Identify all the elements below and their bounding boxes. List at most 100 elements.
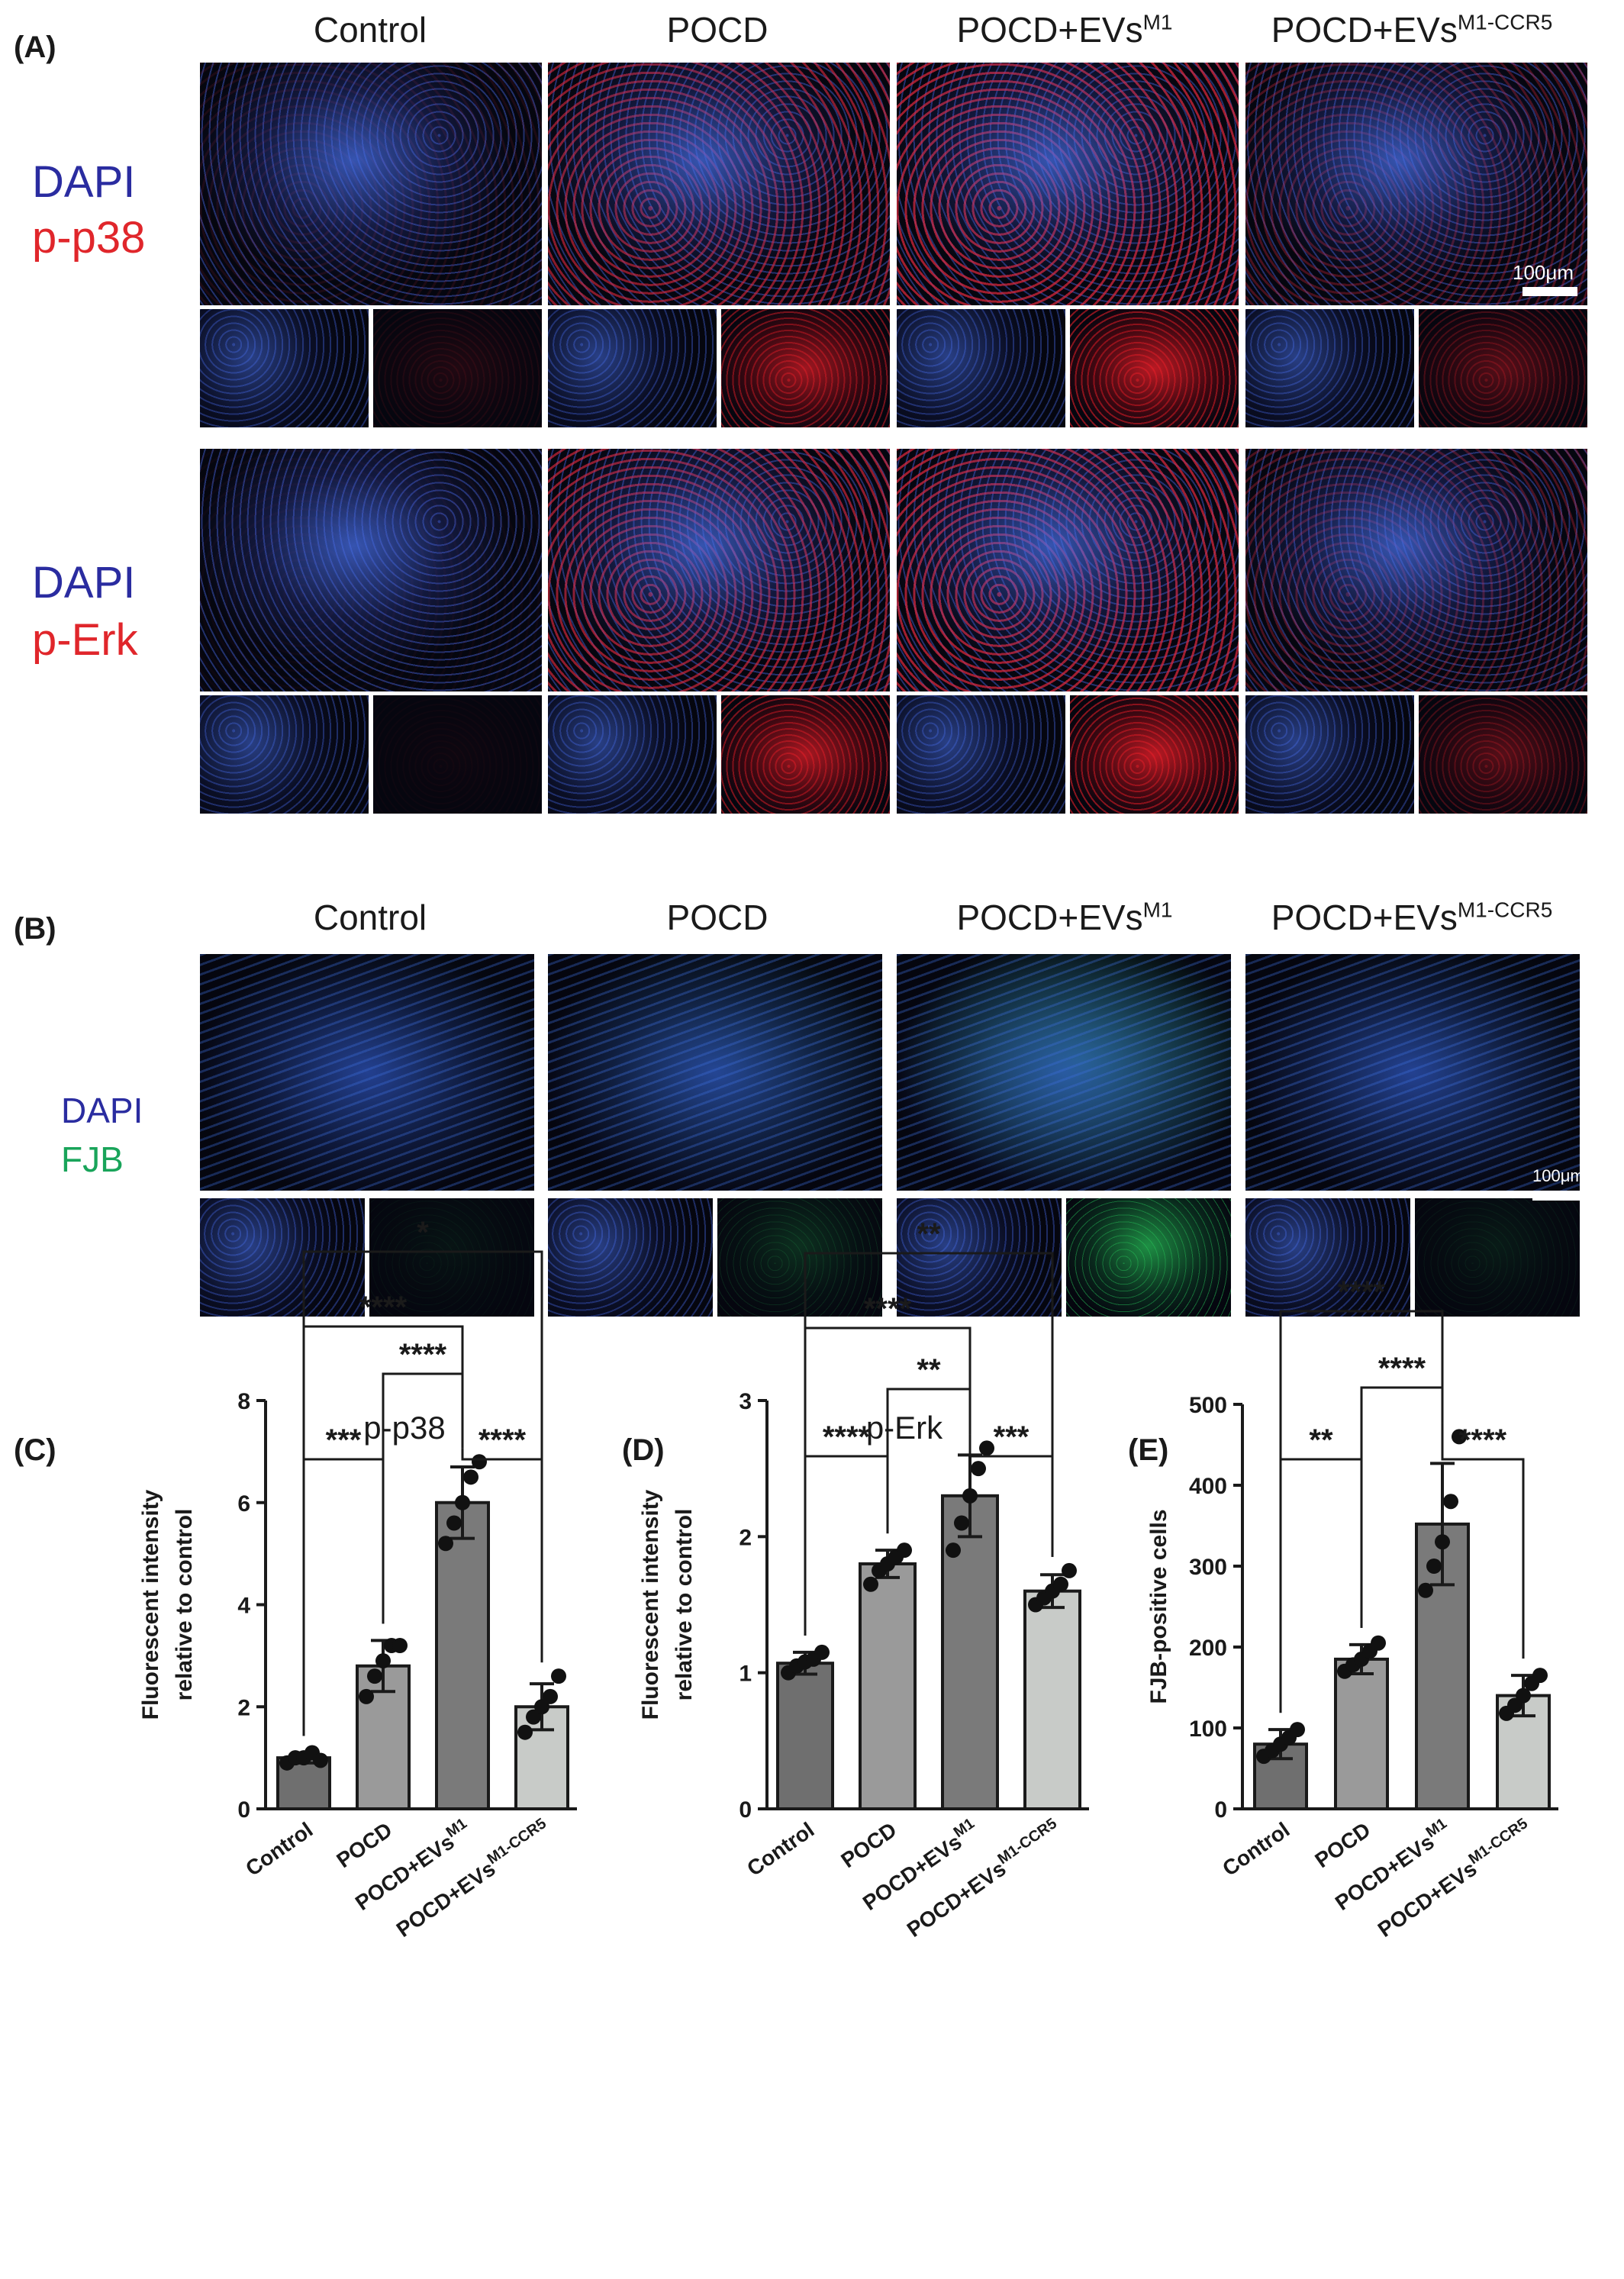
fjb-merge-image: [200, 954, 534, 1191]
perk-dapi-image: [548, 695, 717, 814]
y-tick-label: 8: [237, 1389, 250, 1414]
x-tick-label-superscript: M1-CCR5: [485, 1815, 549, 1868]
fjb-channel-image: [717, 1198, 882, 1317]
fjb-dapi-image: [200, 1198, 365, 1317]
data-point: [1452, 1429, 1467, 1445]
significance-label: **: [917, 1217, 941, 1251]
panel-a-row1-pp38-label: p-p38: [32, 213, 146, 263]
panel-b-scalebar-label: 100μm: [1532, 1166, 1584, 1185]
data-point: [1443, 1494, 1458, 1510]
panel-a-row1-dapi-label: DAPI: [32, 157, 136, 207]
y-tick-label: 0: [739, 1797, 752, 1823]
fjb-merge-image: [548, 954, 882, 1191]
data-point: [1532, 1668, 1548, 1684]
x-tick-label: Control: [743, 1818, 818, 1881]
perk-merge-image: [200, 449, 542, 691]
chart-title: p-p38: [363, 1410, 445, 1446]
data-point: [946, 1542, 961, 1559]
fjb-merge-image: [1245, 954, 1580, 1191]
perk-dapi-image: [200, 695, 369, 814]
y-tick-label: 400: [1189, 1474, 1227, 1499]
column-header-text: POCD: [666, 10, 768, 50]
bar: [776, 1662, 834, 1811]
data-point: [472, 1454, 487, 1470]
fjb-channel-image: [1415, 1198, 1580, 1317]
perk-merge-image: [1245, 449, 1587, 691]
fjb-dapi-image: [1245, 1198, 1410, 1317]
panel-a-scalebar-label: 100μm: [1513, 261, 1574, 284]
bar: [1023, 1589, 1081, 1811]
data-point: [313, 1752, 328, 1768]
column-header-2: POCD: [546, 9, 889, 50]
fjb-dapi-image: [897, 1198, 1062, 1317]
data-point: [1516, 1687, 1531, 1704]
x-tick-label-superscript: M1-CCR5: [995, 1815, 1060, 1868]
x-tick-label-text: POCD: [1310, 1818, 1374, 1873]
y-tick-label: 6: [237, 1491, 250, 1517]
data-point: [814, 1644, 830, 1660]
pp38-dapi-image: [548, 309, 717, 427]
panel-d-letter: (D): [622, 1433, 665, 1467]
perk-channel-image: [721, 695, 890, 814]
data-point: [392, 1638, 408, 1653]
x-tick-label-text: POCD: [332, 1818, 396, 1873]
perk-merge-image: [897, 449, 1239, 691]
significance-label: ****: [359, 1291, 408, 1324]
pp38-dapi-image: [200, 309, 369, 427]
y-axis-label: Fluorescent intensity: [638, 1489, 663, 1720]
x-tick-label: POCD: [332, 1818, 396, 1873]
pp38-channel-image: [373, 309, 542, 427]
chart-title: p-Erk: [866, 1410, 943, 1446]
chart-c: p-p38 Fluorescent intensity relative to co…: [138, 1216, 577, 1942]
column-header-1: Control: [198, 897, 542, 938]
y-tick-label: 300: [1189, 1555, 1227, 1580]
column-header-superscript: M1-CCR5: [1457, 898, 1553, 922]
bar: [859, 1562, 917, 1810]
data-point: [455, 1494, 470, 1510]
y-axis-label: relative to control: [172, 1509, 197, 1701]
x-tick-label: POCD: [1310, 1818, 1374, 1873]
significance-bracket: [302, 1250, 543, 1736]
fjb-dapi-image: [548, 1198, 713, 1317]
x-tick-label: Control: [241, 1818, 317, 1881]
data-point: [1053, 1576, 1068, 1592]
y-tick-label: 4: [237, 1594, 250, 1619]
x-tick-label: Control: [1218, 1818, 1294, 1881]
x-tick-label-text: Control: [743, 1818, 818, 1881]
significance-label: *: [417, 1216, 429, 1249]
pp38-merge-image: [200, 63, 542, 305]
column-header-text: POCD+EVs: [1271, 10, 1458, 50]
data-point: [375, 1653, 391, 1669]
chart-d: p-Erk Fluorescent intensity relative to co…: [638, 1217, 1089, 1942]
perk-channel-image: [373, 695, 542, 814]
significance-bracket: [1441, 1423, 1525, 1659]
data-point: [954, 1515, 969, 1531]
data-point: [897, 1542, 912, 1559]
perk-dapi-image: [1245, 695, 1414, 814]
y-tick-label: 1: [739, 1662, 752, 1687]
column-header-superscript: M1: [1142, 10, 1173, 34]
perk-channel-image: [1419, 695, 1587, 814]
significance-label: ****: [823, 1420, 871, 1454]
x-tick-label: POCD+EVsM1-CCR5: [901, 1815, 1066, 1942]
column-header-3: POCD+EVsM1: [893, 897, 1236, 938]
y-tick-label: 2: [739, 1525, 752, 1550]
significance-label: **: [1309, 1423, 1333, 1457]
column-header-1: Control: [198, 9, 542, 50]
data-point: [979, 1440, 994, 1456]
pp38-dapi-image: [1245, 309, 1414, 427]
significance-label: ****: [1338, 1275, 1386, 1309]
panel-a-row2-dapi-label: DAPI: [32, 558, 136, 608]
y-tick-label: 2: [237, 1695, 250, 1720]
panel-a-row2-perk-label: p-Erk: [32, 615, 138, 665]
column-header-text: Control: [313, 10, 427, 50]
x-tick-label-superscript: M1-CCR5: [1466, 1815, 1531, 1868]
data-point: [863, 1576, 878, 1592]
y-tick-label: 500: [1189, 1393, 1227, 1418]
column-header-text: POCD+EVs: [956, 898, 1143, 937]
panel-c-letter: (C): [14, 1433, 56, 1467]
significance-label: ***: [994, 1420, 1030, 1454]
y-tick-label: 0: [1214, 1797, 1227, 1823]
data-point: [1435, 1534, 1450, 1550]
data-point: [1418, 1582, 1433, 1598]
